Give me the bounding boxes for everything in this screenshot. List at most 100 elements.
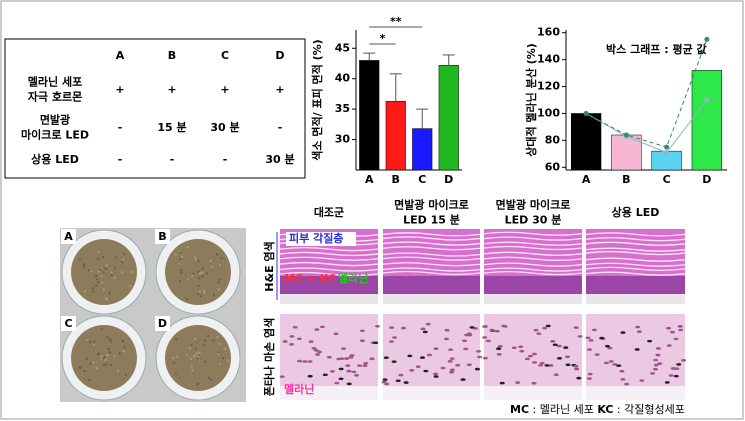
nucleus bbox=[384, 382, 390, 386]
nucleus bbox=[279, 375, 285, 378]
texture bbox=[179, 257, 182, 261]
nucleus bbox=[322, 373, 328, 377]
texture bbox=[174, 253, 177, 256]
texture bbox=[212, 339, 215, 342]
annotation: MC + KC bbox=[284, 272, 336, 285]
texture bbox=[218, 288, 221, 291]
texture bbox=[191, 369, 194, 372]
row-label: 상용 LED bbox=[31, 152, 79, 166]
table-cell: + bbox=[115, 83, 124, 96]
nucleus bbox=[373, 341, 379, 345]
texture bbox=[115, 256, 118, 259]
row-label: 마이크로 LED bbox=[21, 128, 89, 142]
photo-label-bg bbox=[61, 229, 76, 244]
nucleus bbox=[636, 330, 642, 333]
nucleus bbox=[612, 363, 618, 366]
fm-base bbox=[383, 386, 480, 400]
strata bbox=[483, 256, 583, 261]
nucleus bbox=[447, 360, 453, 363]
texture bbox=[101, 256, 105, 259]
overlay-point bbox=[583, 110, 589, 116]
strata bbox=[585, 247, 686, 252]
nucleus bbox=[515, 381, 521, 384]
nucleus bbox=[635, 325, 641, 329]
nucleus bbox=[673, 374, 679, 378]
nucleus bbox=[587, 372, 593, 376]
nucleus bbox=[403, 381, 409, 384]
table-cell: - bbox=[118, 153, 123, 166]
nucleus bbox=[398, 373, 404, 377]
error-bar bbox=[416, 108, 429, 129]
table-cell: + bbox=[167, 83, 176, 96]
footer-part: : 멜라닌 세포 bbox=[529, 403, 597, 416]
texture bbox=[97, 352, 101, 355]
nucleus bbox=[531, 381, 537, 385]
texture bbox=[193, 256, 196, 259]
texture bbox=[195, 352, 199, 355]
nucleus bbox=[302, 360, 308, 363]
y-tick-label: 120 bbox=[537, 80, 560, 93]
nucleus bbox=[620, 378, 626, 381]
nucleus bbox=[531, 352, 537, 356]
texture bbox=[110, 273, 113, 277]
x-tick-label: C bbox=[418, 173, 426, 186]
nucleus bbox=[565, 363, 571, 367]
table-cell: - bbox=[278, 121, 283, 134]
texture bbox=[190, 357, 193, 361]
nucleus bbox=[573, 326, 579, 329]
texture bbox=[104, 355, 107, 359]
nucleus bbox=[576, 376, 582, 380]
texture bbox=[78, 258, 81, 261]
nucleus bbox=[556, 356, 562, 360]
y-tick-label: 160 bbox=[537, 26, 560, 39]
texture bbox=[188, 346, 192, 350]
texture bbox=[192, 272, 195, 275]
strata bbox=[279, 267, 379, 272]
texture bbox=[218, 278, 222, 281]
nucleus bbox=[313, 349, 319, 352]
nucleus bbox=[443, 337, 449, 341]
nucleus bbox=[462, 339, 468, 343]
strata bbox=[585, 241, 686, 246]
texture bbox=[218, 363, 222, 366]
fm-base bbox=[484, 386, 582, 400]
column-header: 상용 LED bbox=[612, 205, 660, 219]
nucleus bbox=[363, 361, 369, 365]
nucleus bbox=[338, 377, 344, 381]
nucleus bbox=[338, 367, 344, 371]
texture bbox=[90, 270, 93, 273]
nucleus bbox=[647, 339, 653, 343]
nucleus bbox=[502, 325, 508, 328]
texture bbox=[191, 275, 194, 278]
nucleus bbox=[573, 364, 579, 368]
texture bbox=[113, 266, 117, 269]
texture bbox=[82, 263, 85, 266]
texture bbox=[212, 293, 216, 296]
nucleus bbox=[420, 327, 426, 331]
texture bbox=[100, 358, 103, 361]
texture bbox=[95, 366, 99, 370]
footer-part: MC bbox=[510, 403, 529, 416]
nucleus bbox=[339, 357, 345, 360]
nucleus bbox=[449, 370, 455, 374]
texture bbox=[194, 347, 197, 350]
y-tick-label: 40 bbox=[335, 72, 351, 85]
strata bbox=[585, 250, 686, 256]
strata bbox=[585, 232, 686, 237]
texture bbox=[192, 355, 196, 358]
texture bbox=[226, 358, 229, 362]
nucleus bbox=[556, 344, 562, 348]
photo-label: C bbox=[64, 317, 72, 330]
texture bbox=[103, 358, 107, 362]
nucleus bbox=[374, 324, 380, 328]
nucleus bbox=[359, 339, 365, 343]
nucleus bbox=[664, 381, 670, 384]
nucleus bbox=[449, 357, 455, 360]
nucleus bbox=[577, 335, 583, 338]
texture bbox=[123, 346, 126, 349]
nucleus bbox=[499, 381, 505, 385]
column-header: 대조군 bbox=[314, 205, 344, 219]
nucleus bbox=[527, 354, 533, 358]
